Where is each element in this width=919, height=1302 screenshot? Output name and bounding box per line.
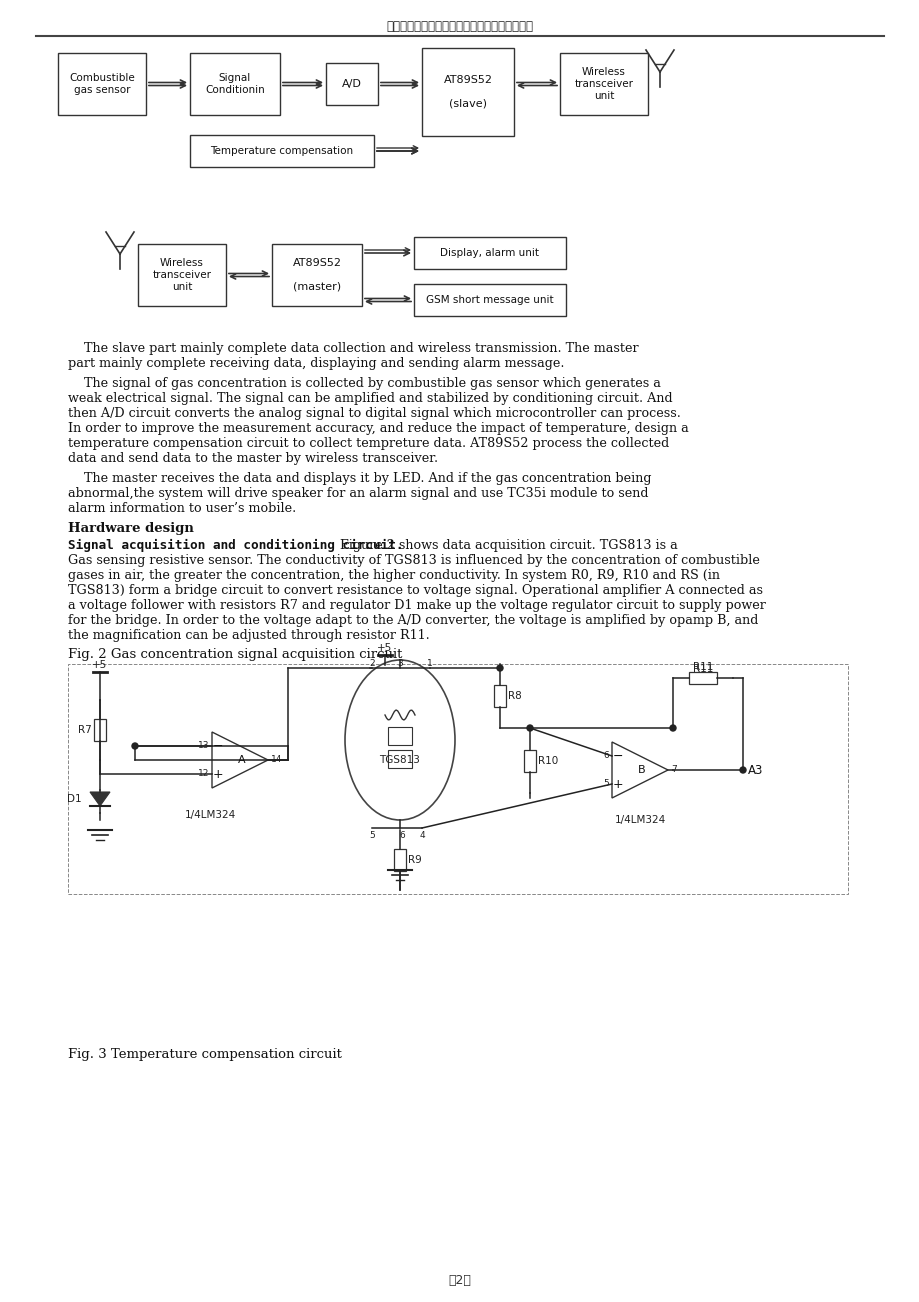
Circle shape	[496, 665, 503, 671]
Text: 2: 2	[369, 659, 374, 668]
Text: Signal acquisition and conditioning circuit.: Signal acquisition and conditioning circ…	[68, 539, 403, 552]
Bar	[524, 750, 536, 772]
Text: R11: R11	[692, 661, 712, 672]
Bar	[388, 750, 412, 768]
Text: the magnification can be adjusted through resistor R11.: the magnification can be adjusted throug…	[68, 629, 429, 642]
Text: R8: R8	[507, 691, 521, 700]
Circle shape	[131, 743, 138, 749]
Text: B: B	[638, 766, 645, 775]
Text: 湖北科技学院本科毕业论文（设计）：外文翻译: 湖北科技学院本科毕业论文（设计）：外文翻译	[386, 20, 533, 33]
Text: Figure 2 shows data acquisition circuit. TGS813 is a: Figure 2 shows data acquisition circuit.…	[335, 539, 677, 552]
Text: Combustible
gas sensor: Combustible gas sensor	[69, 73, 135, 95]
Text: Wireless
transceiver
unit: Wireless transceiver unit	[573, 68, 633, 100]
Text: 3: 3	[397, 659, 403, 668]
Text: Wireless
transceiver
unit: Wireless transceiver unit	[153, 258, 211, 292]
Text: +5: +5	[377, 643, 392, 654]
Text: 14: 14	[271, 755, 282, 764]
Bar	[68, 664, 847, 894]
Polygon shape	[611, 742, 667, 798]
Text: a voltage follower with resistors R7 and regulator D1 make up the voltage regula: a voltage follower with resistors R7 and…	[68, 599, 765, 612]
Circle shape	[669, 725, 675, 730]
Bar	[414, 237, 565, 270]
Text: abnormal,the system will drive speaker for an alarm signal and use TC35i module : abnormal,the system will drive speaker f…	[68, 487, 648, 500]
Text: Hardware design: Hardware design	[68, 522, 194, 535]
Text: 6: 6	[399, 832, 404, 841]
Bar	[58, 53, 146, 115]
Text: The slave part mainly complete data collection and wireless transmission. The ma: The slave part mainly complete data coll…	[68, 342, 638, 355]
Text: 5: 5	[603, 780, 608, 789]
Text: The master receives the data and displays it by LED. And if the gas concentratio: The master receives the data and display…	[68, 473, 651, 486]
Bar	[414, 284, 565, 316]
Bar	[272, 243, 361, 306]
Bar	[190, 135, 374, 167]
Bar	[494, 685, 505, 707]
Text: alarm information to user’s mobile.: alarm information to user’s mobile.	[68, 503, 296, 516]
Text: then A/D circuit converts the analog signal to digital signal which microcontrol: then A/D circuit converts the analog sig…	[68, 408, 680, 421]
Text: AT89S52

(master): AT89S52 (master)	[292, 258, 341, 292]
Text: data and send data to the master by wireless transceiver.: data and send data to the master by wire…	[68, 452, 437, 465]
Text: R10: R10	[538, 755, 558, 766]
Text: 5: 5	[369, 832, 374, 841]
Text: 4: 4	[419, 832, 425, 841]
Text: 1/4LM324: 1/4LM324	[184, 810, 235, 820]
Text: R9: R9	[407, 855, 421, 865]
Polygon shape	[90, 792, 110, 806]
Text: weak electrical signal. The signal can be amplified and stabilized by conditioni: weak electrical signal. The signal can b…	[68, 392, 672, 405]
Text: gases in air, the greater the concentration, the higher conductivity. In system : gases in air, the greater the concentrat…	[68, 569, 720, 582]
Text: Signal
Conditionin: Signal Conditionin	[205, 73, 265, 95]
Text: for the bridge. In order to the voltage adapt to the A/D converter, the voltage : for the bridge. In order to the voltage …	[68, 615, 757, 628]
Bar	[393, 849, 405, 871]
Polygon shape	[211, 732, 267, 788]
Text: part mainly complete receiving data, displaying and sending alarm message.: part mainly complete receiving data, dis…	[68, 357, 564, 370]
Text: R11: R11	[692, 664, 712, 674]
Text: 13: 13	[198, 742, 209, 750]
Text: A/D: A/D	[342, 79, 361, 89]
Text: R7: R7	[78, 725, 92, 736]
Bar	[325, 62, 378, 105]
Text: In order to improve the measurement accuracy, and reduce the impact of temperatu: In order to improve the measurement accu…	[68, 422, 688, 435]
Text: 1/4LM324: 1/4LM324	[614, 815, 665, 825]
Bar	[422, 48, 514, 135]
Text: D1: D1	[67, 794, 82, 805]
Text: Fig. 3 Temperature compensation circuit: Fig. 3 Temperature compensation circuit	[68, 1048, 342, 1061]
Bar	[94, 719, 106, 741]
Bar	[388, 727, 412, 745]
Text: 6: 6	[603, 751, 608, 760]
Text: +5: +5	[92, 660, 108, 671]
Text: 7: 7	[670, 766, 676, 775]
Bar	[190, 53, 279, 115]
Text: Display, alarm unit: Display, alarm unit	[440, 247, 539, 258]
Text: TGS813) form a bridge circuit to convert resistance to voltage signal. Operation: TGS813) form a bridge circuit to convert…	[68, 585, 762, 598]
Text: −: −	[612, 750, 622, 763]
Text: 第2页: 第2页	[448, 1273, 471, 1286]
Text: +: +	[612, 777, 623, 790]
Text: 12: 12	[198, 769, 209, 779]
Text: The signal of gas concentration is collected by combustible gas sensor which gen: The signal of gas concentration is colle…	[68, 378, 660, 391]
Text: 1: 1	[426, 659, 433, 668]
Text: Temperature compensation: Temperature compensation	[210, 146, 353, 156]
Circle shape	[527, 725, 532, 730]
Text: AT89S52

(slave): AT89S52 (slave)	[443, 76, 492, 108]
Text: A3: A3	[747, 763, 763, 776]
Circle shape	[739, 767, 745, 773]
Text: temperature compensation circuit to collect tempreture data. AT89S52 process the: temperature compensation circuit to coll…	[68, 437, 668, 450]
Bar	[560, 53, 647, 115]
Text: GSM short message unit: GSM short message unit	[425, 296, 553, 305]
Text: Gas sensing resistive sensor. The conductivity of TGS813 is influenced by the co: Gas sensing resistive sensor. The conduc…	[68, 553, 759, 566]
Bar	[138, 243, 226, 306]
Text: +: +	[212, 767, 223, 780]
Text: TGS813: TGS813	[380, 755, 420, 766]
Text: A: A	[238, 755, 245, 766]
Text: Fig. 2 Gas concentration signal acquisition circuit: Fig. 2 Gas concentration signal acquisit…	[68, 648, 402, 661]
Bar	[688, 672, 716, 684]
Text: −: −	[212, 740, 223, 753]
